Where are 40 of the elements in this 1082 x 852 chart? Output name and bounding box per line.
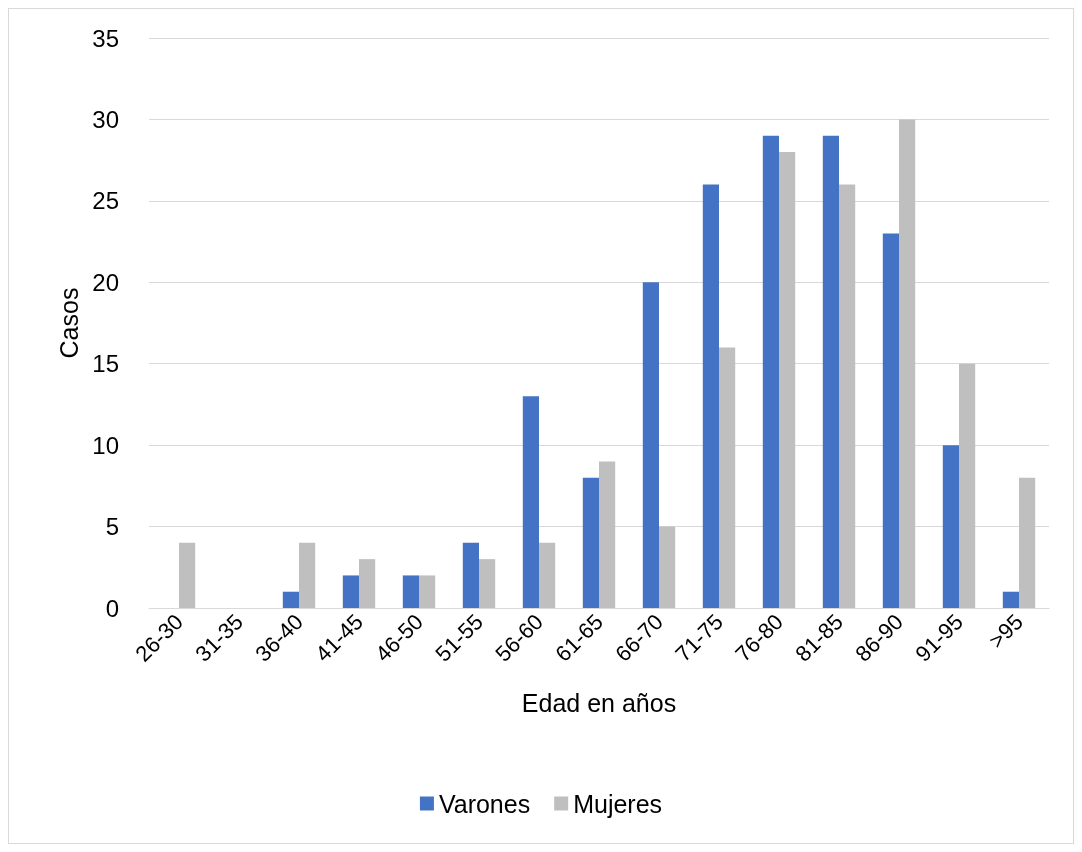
y-tick-label: 30 bbox=[92, 105, 119, 133]
bar bbox=[839, 184, 856, 608]
y-tick-label: 25 bbox=[92, 187, 119, 215]
bar bbox=[522, 396, 539, 608]
y-axis-title: Casos bbox=[54, 287, 83, 359]
y-tick-label: 0 bbox=[105, 594, 119, 622]
bar bbox=[599, 461, 616, 608]
y-tick-label: 10 bbox=[92, 431, 119, 459]
bar bbox=[822, 135, 839, 608]
bar bbox=[779, 152, 796, 608]
bar bbox=[179, 542, 196, 608]
bar bbox=[762, 135, 779, 608]
bar bbox=[719, 347, 736, 608]
bar bbox=[959, 363, 976, 608]
bar bbox=[702, 184, 719, 608]
y-tick-label: 35 bbox=[92, 24, 119, 52]
bar bbox=[299, 542, 316, 608]
bar bbox=[462, 542, 479, 608]
bar bbox=[659, 526, 676, 608]
bar bbox=[882, 233, 899, 608]
x-tick-label: >95 bbox=[983, 609, 1028, 654]
y-tick-label: 15 bbox=[92, 350, 119, 378]
bar bbox=[479, 559, 496, 608]
bar bbox=[359, 559, 376, 608]
bar bbox=[642, 282, 659, 608]
bar bbox=[942, 445, 959, 608]
legend-label: Mujeres bbox=[573, 789, 663, 818]
bar bbox=[419, 575, 436, 608]
y-tick-label: 20 bbox=[92, 268, 119, 296]
bar bbox=[899, 119, 916, 608]
x-axis-title: Edad en años bbox=[521, 688, 677, 717]
bar bbox=[402, 575, 419, 608]
bar bbox=[1002, 591, 1019, 608]
bar bbox=[342, 575, 359, 608]
bar bbox=[282, 591, 299, 608]
y-tick-label: 5 bbox=[105, 513, 119, 541]
bar bbox=[1019, 477, 1036, 608]
bar bbox=[582, 477, 599, 608]
bar bbox=[539, 542, 556, 608]
legend-label: Varones bbox=[438, 789, 531, 818]
